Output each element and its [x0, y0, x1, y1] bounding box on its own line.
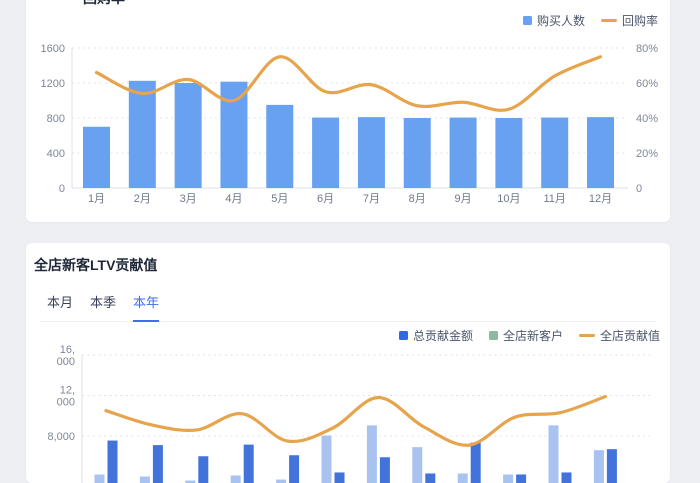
bar-购买人数-11月	[541, 118, 568, 188]
bar-购买人数-6月	[312, 118, 339, 188]
y-axis-tick: 8,000	[47, 431, 75, 443]
bar-购买人数-12月	[587, 117, 614, 188]
x-axis-label: 3月	[180, 193, 197, 205]
x-axis-label: 6月	[317, 193, 334, 205]
bar-总贡献金额-9月	[471, 443, 481, 483]
x-axis-label: 1月	[88, 193, 105, 205]
y-axis-tick: 1600	[41, 43, 65, 55]
bar-全店新客户-8月	[412, 447, 422, 483]
right-axis-tick: 80%	[636, 43, 658, 55]
bar-购买人数-9月	[450, 118, 477, 188]
bar-全店新客户-7月	[367, 425, 377, 483]
y-axis-tick: 16,	[60, 344, 75, 356]
bar-总贡献金额-6月	[335, 472, 345, 483]
x-axis-label: 11月	[543, 193, 565, 205]
bar-总贡献金额-8月	[425, 473, 435, 483]
bar-总贡献金额-1月	[108, 441, 118, 483]
bar-总贡献金额-7月	[380, 457, 390, 483]
x-axis-label: 12月	[589, 193, 612, 205]
purchase-repurchase-chart: 1600 1200 800 400 0 80% 60% 40% 20% 0 1月 2月 3月 4月 5月 6月…	[26, 0, 670, 222]
bar-全店新客户-2月	[140, 477, 150, 483]
y-axis-tick: 12,	[60, 385, 75, 397]
bar-购买人数-5月	[266, 105, 293, 188]
y-axis-tick: 800	[47, 113, 65, 125]
line-全店贡献值	[106, 397, 605, 446]
bar-全店新客户-1月	[95, 474, 105, 483]
y-axis-tick: 0	[59, 183, 65, 195]
bar-全店新客户-4月	[231, 475, 241, 483]
right-axis-tick: 20%	[636, 148, 658, 160]
bar-全店新客户-12月	[594, 450, 604, 483]
bar-全店新客户-5月	[276, 480, 286, 483]
bar-总贡献金额-4月	[244, 445, 254, 483]
bar-全店新客户-10月	[503, 474, 513, 483]
bar-总贡献金额-10月	[516, 474, 526, 483]
bar-购买人数-4月	[220, 82, 247, 188]
bar-购买人数-1月	[83, 127, 110, 188]
bar-购买人数-3月	[175, 83, 202, 188]
y-axis-tick: 1200	[41, 78, 65, 90]
y-axis-tick: 000	[57, 356, 75, 368]
bar-购买人数-8月	[404, 118, 431, 188]
x-axis-label: 8月	[409, 193, 426, 205]
bar-购买人数-10月	[495, 118, 522, 188]
bar-全店新客户-11月	[549, 425, 559, 483]
right-axis-tick: 40%	[636, 113, 658, 125]
dashboard-page: { "card1": { "title_clipped": "回购率", "le…	[0, 0, 700, 470]
bar-总贡献金额-2月	[153, 445, 163, 483]
x-axis-label: 7月	[363, 193, 380, 205]
bar-全店新客户-9月	[458, 473, 468, 483]
right-axis-tick: 60%	[636, 78, 658, 90]
bar-购买人数-7月	[358, 117, 385, 188]
x-axis-label: 5月	[271, 193, 288, 205]
x-axis-label: 9月	[454, 193, 471, 205]
bar-总贡献金额-11月	[562, 472, 572, 483]
bar-购买人数-2月	[129, 81, 156, 188]
x-axis-label: 2月	[134, 193, 151, 205]
bar-全店新客户-6月	[322, 435, 332, 483]
x-axis-label: 10月	[497, 193, 520, 205]
card-ltv-contribution: 全店新客LTV贡献值 本月本季本年 总贡献金额全店新客户全店贡献值 16,000…	[26, 243, 670, 483]
right-axis-tick: 0	[636, 183, 642, 195]
bar-总贡献金额-12月	[607, 449, 617, 483]
y-axis-tick: 400	[47, 148, 65, 160]
bar-总贡献金额-5月	[289, 455, 299, 483]
y-axis-tick: 000	[57, 397, 75, 409]
x-axis-label: 4月	[225, 193, 242, 205]
